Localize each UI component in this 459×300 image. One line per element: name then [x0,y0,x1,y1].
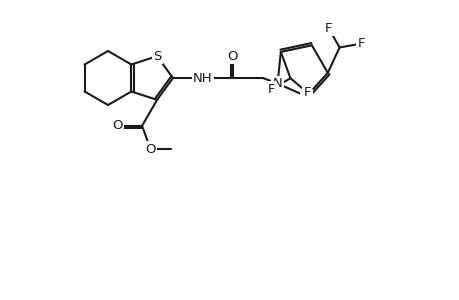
Text: N: N [301,90,311,103]
Text: F: F [267,83,274,96]
Text: O: O [227,50,238,62]
Text: F: F [303,86,310,99]
Text: F: F [357,37,364,50]
Text: NH: NH [193,71,212,85]
Text: F: F [324,22,332,35]
Text: O: O [145,143,156,156]
Text: O: O [112,119,122,132]
Text: N: N [272,77,282,90]
Text: S: S [152,50,161,63]
